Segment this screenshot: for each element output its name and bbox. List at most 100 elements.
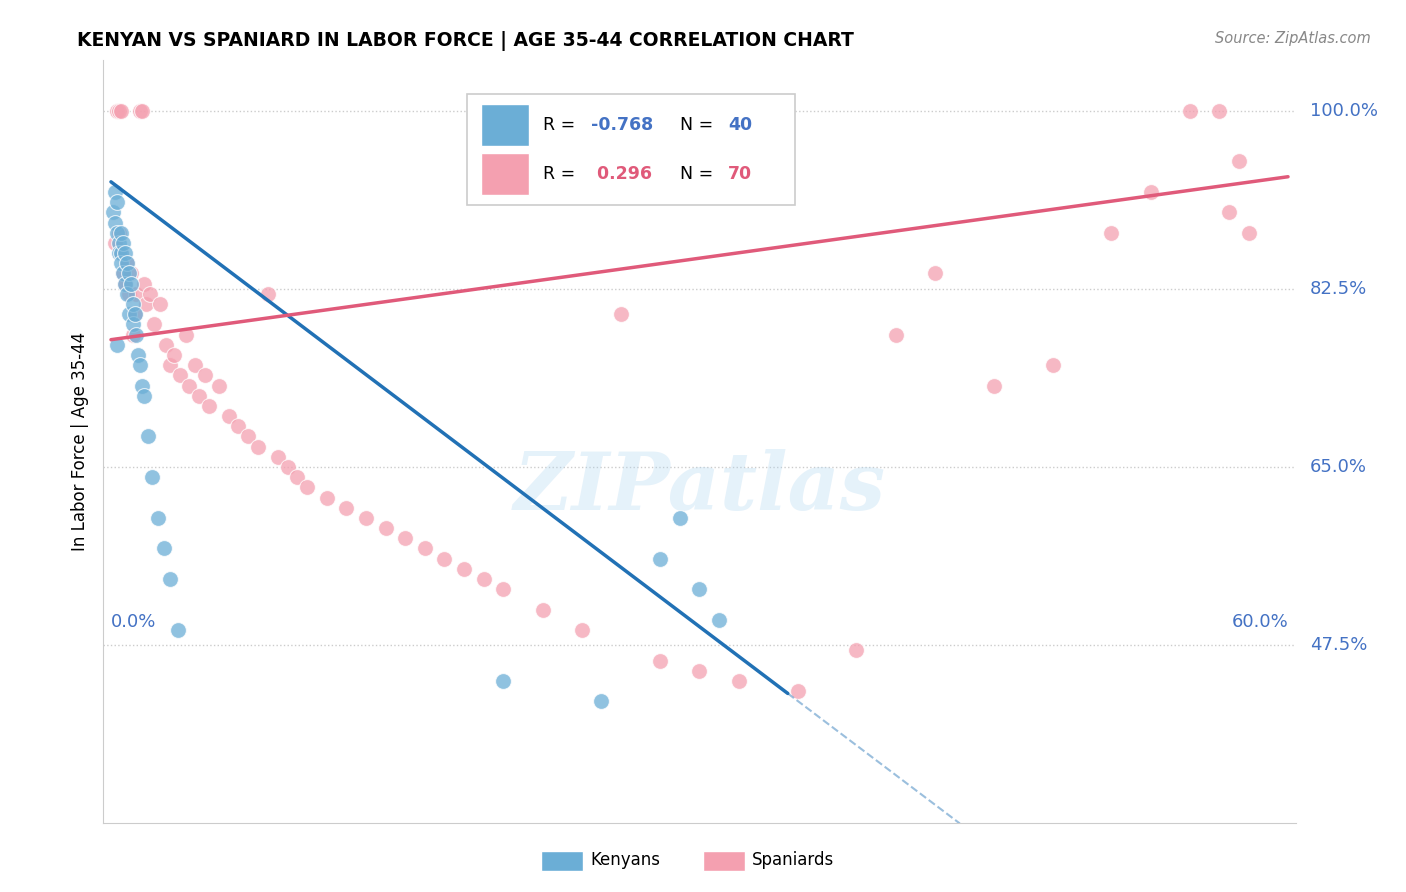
Point [108,246,131,260]
Text: N =: N = [681,116,718,134]
Point [394,531,416,545]
Point [208,378,231,392]
Point [433,551,456,566]
Text: 100.0%: 100.0% [1310,102,1378,120]
Point [238,429,260,443]
Point [650,551,672,566]
Point [153,541,176,556]
Point [472,572,495,586]
Point [134,389,156,403]
Point [127,348,149,362]
Point [159,358,181,372]
Point [105,226,128,240]
Point [115,286,138,301]
Point [295,480,318,494]
Point [184,358,207,372]
Point [104,216,127,230]
Point [531,602,554,616]
Point [413,541,436,556]
Point [571,623,593,637]
Point [105,195,128,210]
Point [108,103,131,118]
Point [188,389,211,403]
Point [131,378,153,392]
Point [121,327,143,342]
Point [492,582,515,597]
Point [115,256,138,270]
Point [124,307,146,321]
Point [117,286,139,301]
Text: Source: ZipAtlas.com: Source: ZipAtlas.com [1215,31,1371,46]
Point [1227,154,1250,169]
Point [689,664,711,678]
Point [1218,205,1240,219]
Point [315,491,337,505]
Point [146,511,169,525]
Point [277,460,299,475]
Point [135,297,157,311]
Point [125,327,148,342]
Point [179,378,201,392]
Point [114,277,136,291]
Point [110,246,132,260]
Point [983,378,1005,392]
Point [727,673,749,688]
Point [124,307,146,321]
Point [120,277,142,291]
Text: -0.768: -0.768 [591,116,654,134]
Point [111,267,134,281]
Text: 70: 70 [728,165,752,183]
Text: 0.296: 0.296 [591,165,652,183]
Point [174,327,197,342]
Point [924,267,946,281]
Point [247,440,270,454]
Point [257,286,280,301]
Point [121,297,143,311]
Point [143,318,166,332]
Point [218,409,240,423]
Point [104,185,127,199]
Y-axis label: In Labor Force | Age 35-44: In Labor Force | Age 35-44 [72,332,89,551]
Text: 82.5%: 82.5% [1310,280,1368,298]
Point [374,521,396,535]
Point [105,338,128,352]
Text: R =: R = [543,165,581,183]
Point [110,256,132,270]
Point [285,470,308,484]
Point [110,226,132,240]
Point [129,358,152,372]
Text: KENYAN VS SPANIARD IN LABOR FORCE | AGE 35-44 CORRELATION CHART: KENYAN VS SPANIARD IN LABOR FORCE | AGE … [77,31,855,51]
Point [267,450,290,464]
Point [169,368,191,383]
Point [610,307,633,321]
Point [111,267,134,281]
Point [141,470,163,484]
Point [139,286,162,301]
Point [1208,103,1230,118]
Text: Spaniards: Spaniards [752,851,834,869]
Point [115,256,138,270]
Point [125,286,148,301]
Point [105,103,128,118]
Point [110,103,132,118]
Point [669,511,692,525]
Point [114,277,136,291]
Point [159,572,181,586]
FancyBboxPatch shape [467,94,794,205]
Point [1042,358,1064,372]
Point [1139,185,1161,199]
Point [117,307,139,321]
Point [786,684,808,698]
Point [650,653,672,667]
Point [689,582,711,597]
Point [108,235,131,250]
Point [1237,226,1260,240]
Point [136,429,159,443]
Point [335,500,357,515]
Point [104,235,127,250]
Point [707,613,730,627]
Point [884,327,907,342]
Point [129,103,152,118]
Point [111,235,134,250]
Text: R =: R = [543,116,581,134]
